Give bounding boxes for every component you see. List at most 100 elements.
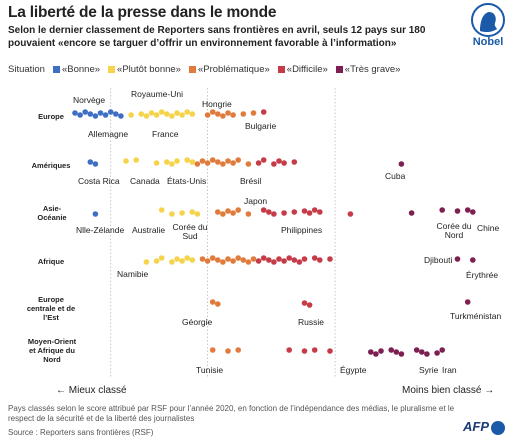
data-point bbox=[87, 111, 94, 117]
country-label: Costa Rica bbox=[78, 176, 120, 186]
data-point bbox=[347, 211, 354, 217]
country-label: Corée du Sud bbox=[172, 222, 208, 241]
data-point bbox=[113, 111, 119, 117]
data-point bbox=[408, 210, 415, 216]
data-point bbox=[311, 347, 318, 353]
data-point bbox=[271, 211, 277, 217]
data-point bbox=[245, 161, 252, 167]
data-point bbox=[138, 111, 145, 117]
data-point bbox=[398, 161, 405, 167]
data-point bbox=[209, 157, 216, 163]
data-point bbox=[102, 112, 109, 118]
data-point bbox=[388, 347, 395, 353]
data-point bbox=[301, 256, 308, 262]
country-label: Namibie bbox=[117, 269, 149, 279]
data-point bbox=[235, 207, 241, 213]
source: Source : Reporters sans frontières (RSF) bbox=[8, 428, 154, 437]
data-point bbox=[276, 158, 282, 164]
country-label: Érythrée bbox=[466, 270, 499, 280]
data-point bbox=[179, 112, 185, 118]
data-point bbox=[225, 158, 231, 164]
data-point bbox=[266, 209, 272, 215]
country-label: Australie bbox=[132, 225, 166, 235]
data-point bbox=[464, 207, 471, 213]
country-label: Norvège bbox=[73, 95, 106, 105]
data-point bbox=[470, 257, 476, 263]
data-point bbox=[413, 347, 420, 353]
data-point bbox=[194, 211, 201, 217]
data-point bbox=[199, 158, 206, 164]
data-point bbox=[118, 113, 124, 119]
country-label: Royaume-Uni bbox=[131, 89, 183, 99]
country-label: Nlle-Zélande bbox=[76, 225, 125, 235]
data-point bbox=[220, 211, 226, 217]
legend-label: «Difficile» bbox=[286, 64, 328, 75]
data-point bbox=[123, 158, 129, 164]
data-point bbox=[179, 210, 185, 216]
data-point bbox=[281, 210, 287, 216]
region-label-europe-est: Europe centrale et de l’Est bbox=[26, 295, 76, 322]
region-label-asie-oceanie: Asie-Océanie bbox=[37, 204, 67, 222]
data-point bbox=[184, 109, 190, 115]
data-point bbox=[158, 255, 165, 261]
data-point bbox=[230, 112, 236, 118]
data-point bbox=[148, 110, 155, 116]
data-point bbox=[97, 110, 104, 116]
data-point bbox=[189, 111, 196, 117]
data-point bbox=[225, 110, 231, 116]
data-point bbox=[153, 258, 160, 264]
data-point bbox=[260, 255, 267, 261]
data-point bbox=[209, 109, 216, 115]
data-point bbox=[128, 112, 134, 118]
data-point bbox=[286, 255, 293, 261]
data-point bbox=[153, 160, 160, 166]
data-point bbox=[184, 157, 190, 163]
data-point bbox=[368, 349, 374, 355]
data-point bbox=[204, 160, 211, 166]
data-point bbox=[194, 161, 201, 167]
data-point bbox=[235, 157, 241, 163]
country-label: Philippines bbox=[281, 225, 323, 235]
data-point bbox=[301, 348, 308, 354]
data-point bbox=[225, 256, 231, 262]
legend-swatch bbox=[108, 66, 116, 73]
data-point bbox=[174, 110, 180, 116]
data-point bbox=[92, 161, 99, 167]
data-point bbox=[143, 113, 150, 119]
nobel-label: Nobel bbox=[472, 36, 504, 48]
country-label: Hongrie bbox=[202, 99, 232, 109]
data-point bbox=[286, 347, 293, 353]
data-point bbox=[291, 209, 298, 215]
country-label: Égypte bbox=[340, 365, 367, 375]
data-point bbox=[266, 257, 272, 263]
data-point bbox=[419, 349, 425, 355]
data-point bbox=[327, 256, 333, 262]
afp-logo-icon bbox=[491, 421, 505, 435]
legend-swatch bbox=[52, 66, 60, 73]
country-label: Chine bbox=[477, 223, 500, 233]
data-point bbox=[189, 209, 196, 215]
data-point bbox=[143, 259, 150, 265]
chart-title: La liberté de la presse dans le monde bbox=[8, 4, 277, 21]
data-point bbox=[87, 159, 94, 165]
data-point bbox=[225, 348, 231, 354]
data-point bbox=[169, 211, 175, 217]
data-point bbox=[230, 210, 236, 216]
country-label: Bulgarie bbox=[245, 121, 277, 131]
data-point bbox=[169, 113, 175, 119]
data-point bbox=[434, 350, 440, 356]
data-point bbox=[393, 349, 400, 355]
country-label: Djibouti bbox=[424, 255, 453, 265]
data-point bbox=[209, 299, 216, 305]
data-point bbox=[255, 258, 262, 264]
legend-item-bonne: «Bonne» bbox=[52, 64, 100, 75]
data-point bbox=[255, 160, 262, 166]
data-point bbox=[245, 259, 252, 265]
region-label-moyen-orient: Moyen-Orient et Afrique du Nord bbox=[27, 337, 77, 364]
data-point bbox=[169, 161, 175, 167]
data-point bbox=[153, 112, 160, 118]
legend-item-plutot-bonne: «Plutôt bonne» bbox=[108, 64, 181, 75]
legend-label: «Plutôt bonne» bbox=[117, 64, 181, 75]
data-point bbox=[225, 208, 231, 214]
chart-subtitle: Selon le dernier classement de Reporters… bbox=[8, 25, 426, 49]
